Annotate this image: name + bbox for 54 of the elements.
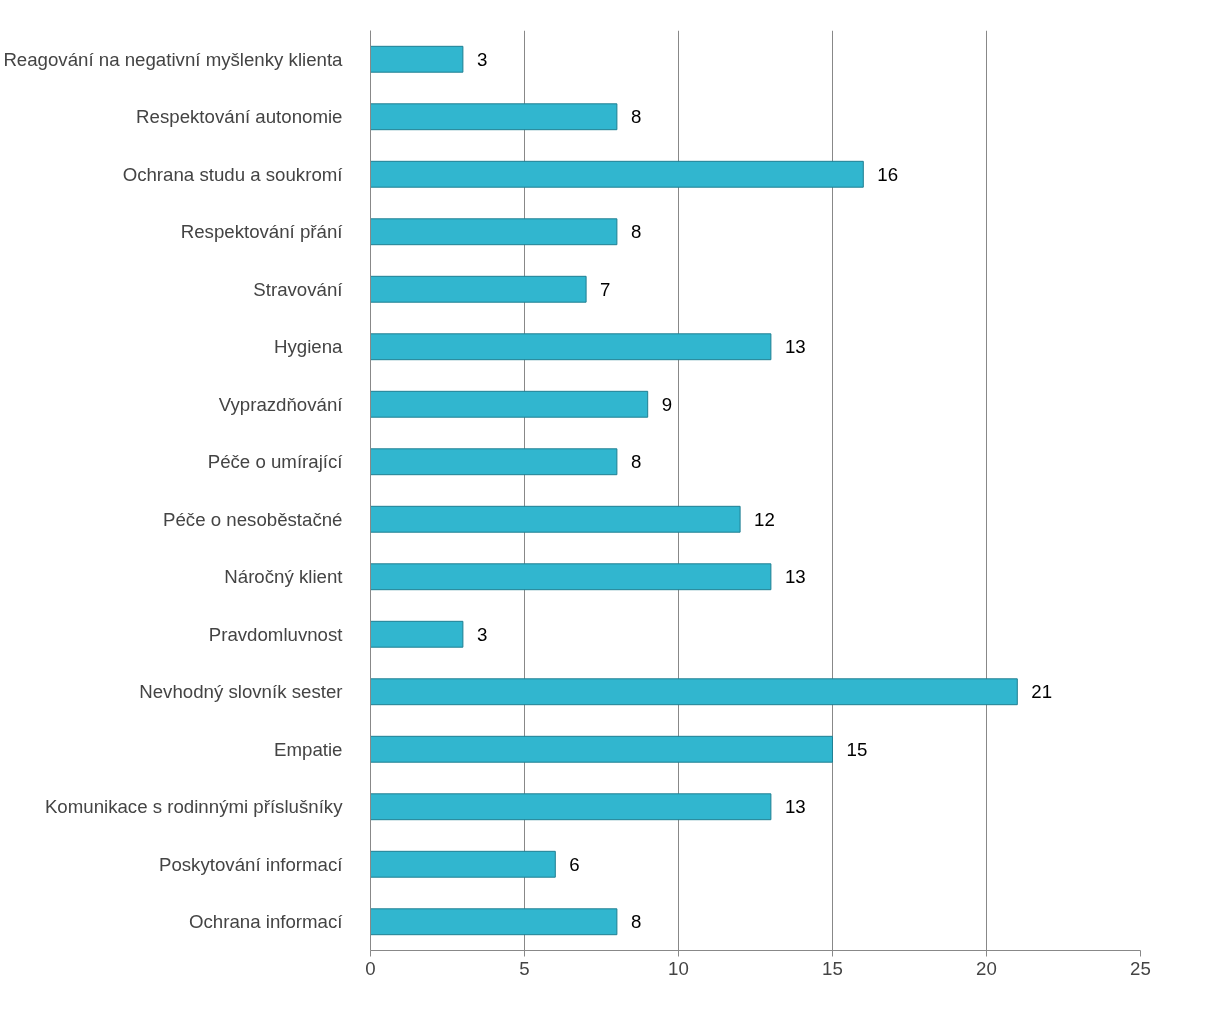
y-tick-label: Respektování přání: [180, 221, 344, 243]
data-label: 3: [476, 623, 488, 645]
bar: [370, 390, 649, 418]
bar: [370, 160, 864, 188]
bar: [370, 333, 772, 361]
x-tick-label: 10: [668, 957, 689, 979]
y-tick-label: Nevhodný slovník sester: [139, 681, 343, 703]
bar: [370, 850, 556, 878]
data-label: 8: [630, 221, 642, 243]
bar: [370, 275, 587, 303]
data-label: 13: [784, 566, 806, 588]
y-tick-label: Ochrana studu a soukromí: [122, 163, 344, 185]
y-tick-label: Péče o nesoběstačné: [163, 508, 343, 530]
x-tick-label: 25: [1130, 957, 1151, 979]
data-label: 9: [661, 393, 673, 415]
y-tick-label: Komunikace s rodinnými příslušníky: [44, 796, 344, 818]
data-label: 8: [630, 911, 642, 933]
data-label: 13: [784, 336, 806, 358]
y-tick-label: Reagování na negativní myšlenky klienta: [3, 48, 344, 70]
bar: [370, 448, 618, 476]
bar: [370, 563, 772, 591]
data-label: 12: [754, 508, 775, 530]
y-tick-label: Ochrana informací: [189, 911, 344, 933]
y-tick-label: Vyprazdňování: [218, 393, 344, 415]
y-tick-label: Poskytování informací: [158, 853, 344, 875]
bar: [370, 218, 618, 246]
bar: [370, 678, 1018, 706]
x-tick-label: 0: [365, 957, 376, 979]
y-tick-label: Empatie: [274, 738, 343, 760]
data-label: 8: [630, 451, 642, 473]
bar: [370, 908, 618, 936]
y-tick-label: Respektování autonomie: [136, 106, 343, 128]
bar: [370, 103, 618, 131]
x-tick-label: 5: [519, 957, 530, 979]
y-tick-label: Stravování: [253, 278, 344, 300]
x-tick-label: 20: [976, 957, 997, 979]
data-label: 7: [600, 278, 611, 300]
data-label: 15: [846, 738, 868, 760]
y-tick-label: Péče o umírající: [207, 451, 344, 473]
bar: [370, 45, 464, 73]
bar: [370, 735, 833, 763]
data-label: 21: [1031, 681, 1053, 703]
y-tick-label: Hygiena: [274, 336, 344, 358]
data-label: 13: [784, 796, 806, 818]
y-tick-label: Náročný klient: [224, 566, 344, 588]
x-tick-label: 15: [822, 957, 843, 979]
data-label: 8: [630, 106, 642, 128]
data-label: 6: [569, 853, 580, 875]
data-label: 3: [476, 48, 488, 70]
bar: [370, 620, 464, 648]
y-tick-label: Pravdomluvnost: [208, 623, 344, 645]
bar: [370, 793, 772, 821]
data-label: 16: [877, 163, 899, 185]
bar: [370, 505, 741, 533]
